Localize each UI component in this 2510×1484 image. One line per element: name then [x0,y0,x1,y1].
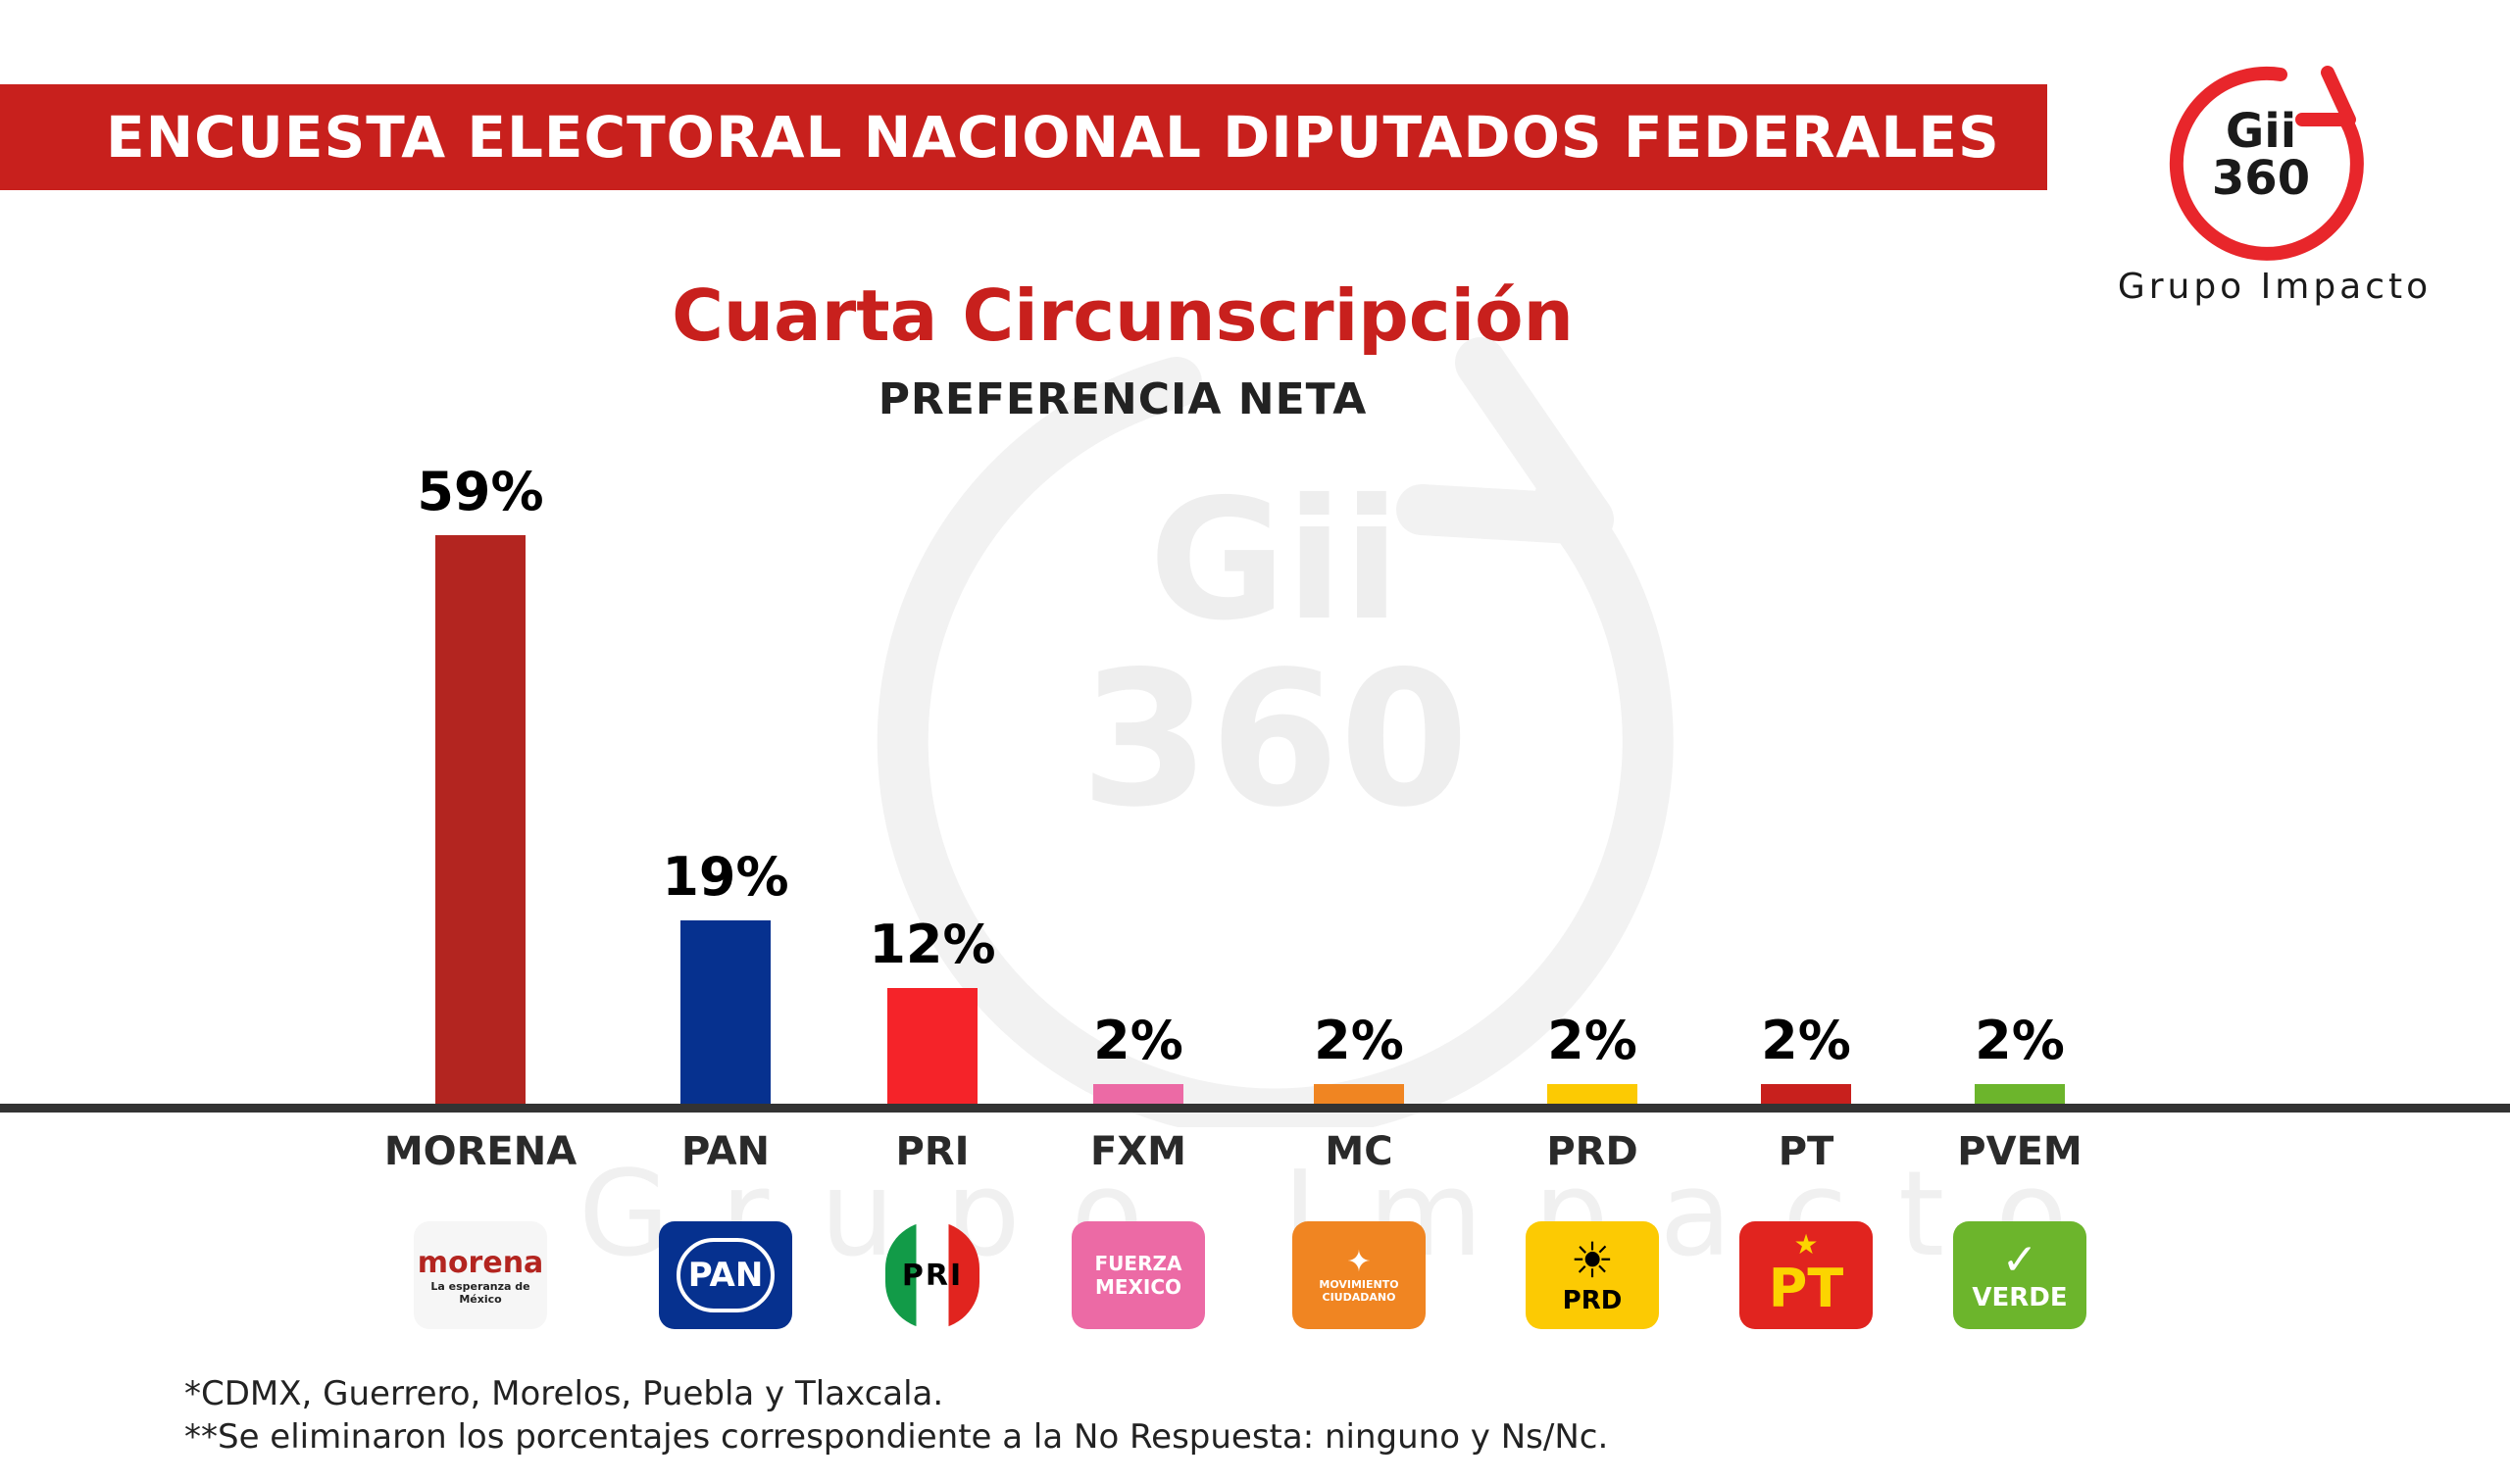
category-label-pan: PAN [680,1129,771,1174]
logo-text-360: 360 [2211,151,2311,206]
value-label-mc: 2% [1314,1010,1404,1072]
value-label-pvem: 2% [1975,1010,2065,1072]
logo-text: Gii 360 [2163,108,2359,202]
pt-logo-text: PT [1768,1257,1844,1319]
bar-pvem [1975,1084,2065,1104]
category-label-fxm: FXM [1090,1129,1186,1174]
morena-logo-subtext: La esperanza de México [430,1279,530,1306]
value-label-pt: 2% [1761,1010,1851,1072]
morena-logo-text: morena [417,1245,544,1280]
sun-icon: ☀ [1570,1232,1615,1289]
footnote-2: **Se eliminaron los porcentajes correspo… [184,1417,1609,1457]
value-label-fxm: 2% [1093,1010,1183,1072]
logo-text-gii: Gii [2225,104,2297,159]
brand-logo: Gii 360 Grupo Impacto [2059,39,2481,323]
pri-logo: PRI [885,1221,979,1329]
value-label-prd: 2% [1547,1010,1637,1072]
category-label-pt: PT [1778,1129,1834,1174]
footnote-1: *CDMX, Guerrero, Morelos, Puebla y Tlaxc… [184,1374,944,1413]
category-label-pvem: PVEM [1957,1129,2083,1174]
check-icon: ✓ [2001,1235,2038,1285]
bar-prd [1547,1084,1637,1104]
fxm-logo-subtext: MEXICO [1094,1275,1182,1299]
prd-logo: ☀ PRD [1526,1221,1659,1329]
category-label-morena: MORENA [383,1129,577,1174]
category-label-pri: PRI [895,1129,970,1174]
mc-logo: ✦ MOVIMIENTO CIUDADANO [1292,1221,1426,1329]
header-title: ENCUESTA ELECTORAL NACIONAL DIPUTADOS FE… [106,104,2000,171]
bar-mc [1314,1084,1404,1104]
category-label-prd: PRD [1546,1129,1638,1174]
chart-title: Cuarta Circunscripción [672,274,1574,357]
watermark-text-360: 360 [1080,631,1470,848]
chart-subtitle: PREFERENCIA NETA [878,374,1368,424]
value-label-pan: 19% [662,846,789,909]
bar-pri [887,988,978,1104]
pt-logo: ★ PT [1739,1221,1873,1329]
mc-logo-text: MOVIMIENTO [1319,1278,1399,1291]
category-label-mc: MC [1325,1129,1393,1174]
verde-logo-text: VERDE [1972,1283,2068,1312]
pan-logo-text: PAN [676,1238,776,1312]
fxm-logo: FUERZA MEXICO [1072,1221,1205,1329]
fxm-logo-text: FUERZA [1094,1252,1182,1275]
eagle-icon: ✦ [1346,1245,1372,1279]
bar-pt [1761,1084,1851,1104]
value-label-pri: 12% [869,914,996,976]
value-label-morena: 59% [417,461,544,522]
bar-pan [680,920,771,1104]
star-icon: ★ [1793,1227,1819,1261]
footnotes: *CDMX, Guerrero, Morelos, Puebla y Tlaxc… [184,1372,1608,1459]
watermark-text-gii: Gii [1149,464,1400,658]
mc-logo-subtext: CIUDADANO [1322,1291,1396,1304]
pan-logo: PAN [659,1221,792,1329]
chart-baseline [0,1104,2510,1113]
logo-tagline: Grupo Impacto [2117,267,2433,307]
header-banner: ENCUESTA ELECTORAL NACIONAL DIPUTADOS FE… [0,84,2047,190]
morena-logo: morena La esperanza de México [414,1221,547,1329]
bar-morena [435,535,526,1104]
refresh-ring-icon [2169,66,2364,261]
verde-logo: ✓ VERDE [1953,1221,2086,1329]
prd-logo-text: PRD [1562,1286,1623,1315]
pri-logo-text: PRI [901,1258,964,1293]
bar-fxm [1093,1084,1183,1104]
